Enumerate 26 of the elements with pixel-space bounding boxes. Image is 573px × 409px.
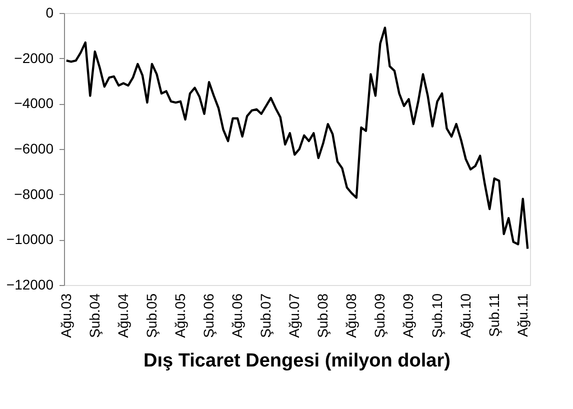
line-series [65, 26, 529, 250]
x-tick-label: Ağu.05 [172, 293, 188, 338]
y-tick-label: −10000 [6, 231, 54, 248]
x-tick-label: Ağu.03 [58, 293, 74, 338]
x-tick-label: Şub.05 [143, 293, 160, 338]
y-tick-label: −6000 [14, 140, 54, 156]
x-tick-label: Şub.08 [314, 293, 331, 338]
x-tick-label: Şub.09 [372, 293, 388, 338]
x-tick-label: Şub.06 [200, 293, 217, 338]
y-tick-label: −4000 [14, 95, 54, 112]
text: Dış Ticaret Dengesi (milyon dolar) [144, 350, 450, 372]
x-tick-label: Ağu.11 [514, 293, 530, 337]
y-tick-label: −2000 [14, 50, 54, 66]
x-tick-label: Ağu.08 [343, 293, 360, 338]
y-tick-label: 0 [46, 4, 54, 20]
y-tick-label: −12000 [6, 276, 54, 292]
x-tick-label: Şub.11 [486, 293, 502, 337]
x-tick-label: Şub.07 [258, 293, 274, 338]
y-tick-label: −8000 [14, 186, 54, 202]
x-tick-label: Ağu.10 [457, 293, 474, 338]
x-tick-label: Şub.10 [428, 293, 445, 338]
x-tick-label: Şub.04 [86, 293, 102, 338]
x-tick-label: Ağu.06 [229, 293, 246, 338]
x-tick-label: Ağu.04 [114, 293, 131, 338]
x-tick-label: Ağu.09 [400, 293, 416, 338]
x-tick-label: Ağu.07 [286, 293, 302, 338]
